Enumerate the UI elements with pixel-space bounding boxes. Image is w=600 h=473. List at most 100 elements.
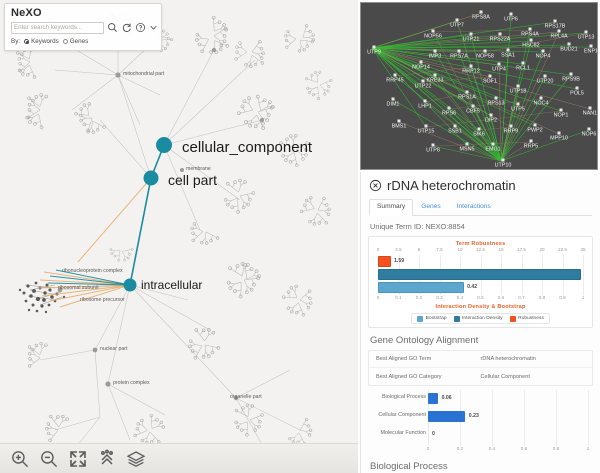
filter-row: By: Keywords Genes [11, 38, 155, 45]
gene-node-label: CBF5 [466, 109, 480, 115]
axis-tick: 0.3 [436, 295, 443, 300]
search-row [11, 21, 158, 34]
node-label-organelle-part[interactable]: organelle part [230, 394, 262, 400]
legend-label: Interaction Density [462, 316, 503, 321]
axis-tick: 2.5 [395, 247, 402, 252]
go-category-row: Cellular Component 0.23 [368, 408, 593, 426]
zoom-in-icon[interactable] [10, 449, 30, 469]
go-category-row: Molecular Function 0 [368, 426, 593, 444]
tab-summary[interactable]: Summary [369, 199, 414, 216]
node-label-cellular-component[interactable]: cellular_component [182, 139, 313, 156]
gene-node-label: EMG1 [485, 147, 500, 153]
ontology-canvas[interactable] [0, 0, 358, 473]
help-icon[interactable] [135, 21, 146, 34]
gene-node-label: SOF1 [483, 79, 497, 85]
bar-value-label: 0.23 [468, 413, 479, 419]
axis-tick: 0.8 [552, 446, 560, 451]
chart-legend: Bootstrap Interaction Density Robustness [411, 313, 550, 324]
search-icon[interactable] [107, 21, 118, 34]
zoom-out-icon[interactable] [39, 449, 59, 469]
fit-screen-icon[interactable] [68, 449, 88, 469]
detail-header: rDNA heterochromatin [361, 172, 600, 195]
unique-term-id: Unique Term ID: NEXO:8854 [370, 222, 465, 231]
tab-genes[interactable]: Genes [421, 203, 441, 210]
go-category-row: Biological Process 0.06 [368, 390, 593, 408]
gene-node-label: RPL4A [550, 34, 567, 40]
bar-bootstrap [378, 282, 465, 293]
radio-genes[interactable]: Genes [62, 38, 88, 45]
node-label-ribosomal-subunit[interactable]: ribosomal subunit [58, 285, 99, 291]
search-input[interactable] [11, 21, 104, 34]
node-label-mitochondrial-part[interactable]: mitochondrial part [123, 71, 165, 77]
axis-tick: 12.5 [476, 247, 485, 252]
gene-node-label: NOC4 [534, 101, 549, 107]
node-label-cell-part[interactable]: cell part [168, 172, 218, 188]
chevron-down-icon[interactable] [149, 21, 158, 34]
ontology-network-panel[interactable]: cellular_component cell part intracellul… [0, 0, 358, 473]
gene-node-label: RPS17B [545, 24, 566, 30]
bar-biological-process [428, 393, 438, 404]
gene-node-label: RPS13 [487, 101, 504, 107]
ontology-graph-svg [15, 12, 335, 456]
radio-keywords[interactable]: Keywords [24, 38, 59, 45]
gene-node-label: RCL1 [516, 66, 530, 72]
legend-item: Interaction Density [453, 315, 503, 322]
gridline [492, 390, 493, 446]
go-category-label: Cellular Component [378, 412, 426, 418]
gene-node-label: UTP5 [511, 107, 525, 113]
node-label-protein-complex[interactable]: protein complex [113, 380, 150, 386]
gene-node-label: SSA1 [501, 53, 515, 59]
legend-item: Bootstrap [417, 315, 447, 322]
gene-node-label: POL5 [570, 91, 584, 97]
radio-dot-keywords [24, 39, 30, 44]
gene-node-label: NAN1 [583, 111, 597, 117]
gene-node-label: ENP1 [584, 49, 598, 55]
axis-tick: 0 [376, 247, 380, 252]
search-card: NeXO [4, 3, 162, 51]
gene-node-label: DIM1 [387, 102, 400, 108]
axis-tick: 17.5 [517, 247, 526, 252]
axis-tick: 10 [457, 247, 463, 252]
axis-tick: 0.4 [456, 295, 464, 300]
node-label-intracellular[interactable]: intracellular [141, 278, 203, 292]
app-title: NeXO [11, 7, 42, 19]
refresh-icon[interactable] [121, 21, 132, 34]
gene-node-label: UTP7 [450, 23, 464, 29]
gene-node-label: RRP12 [462, 69, 479, 75]
filter-by-label: By: [11, 38, 21, 45]
collapse-icon[interactable] [97, 449, 117, 469]
robustness-chart-card: Term Robustness 0 2.5 5 7.5 10 12.5 15 17.5 20 22… [368, 236, 593, 328]
node-label-ribosome-precursor[interactable]: ribosome precursor [80, 297, 125, 303]
go-category-chart: Biological Process 0.06 Cellular Component… [368, 390, 593, 454]
table-row: Best Aligned GO Category Cellular Compon… [369, 368, 592, 385]
axis-tick: 0.7 [518, 295, 525, 300]
gene-node-label: UTP21 [463, 37, 480, 43]
node-label-nuclear-part[interactable]: nuclear part [100, 346, 128, 352]
term-detail-panel: rDNA heterochromatin Summary Genes Inter… [360, 172, 600, 473]
gene-node-label: NOP58 [476, 54, 494, 60]
go-category-label: Biological Process [381, 394, 426, 400]
gene-node-label: RRP45 [386, 78, 403, 84]
gene-interaction-network[interactable]: UTP9 RPS8A UTP6 UTP7 RPS17B NOP56 UTP21 RPS22A R… [360, 2, 598, 170]
layers-icon[interactable] [126, 449, 146, 469]
close-circle-icon[interactable] [369, 179, 382, 192]
tab-interactions[interactable]: Interactions [456, 203, 491, 210]
chart-xlabel: Interaction Density & Bootstrap [435, 304, 526, 310]
legend-label: Robustness [518, 316, 544, 321]
axis-tick: 0.1 [395, 295, 402, 300]
legend-swatch [509, 315, 516, 322]
radio-dot-genes [62, 39, 68, 44]
gene-node-label: RPS7A [450, 54, 468, 60]
gene-network-svg: UTP9 RPS8A UTP6 UTP7 RPS17B NOP56 UTP21 RPS22A R… [361, 3, 598, 169]
node-label-ribonucleoprotein-complex[interactable]: ribonucleoprotein complex [62, 268, 123, 274]
axis-tick: 20 [539, 247, 545, 252]
gene-node-label: UTP6 [504, 17, 518, 23]
legend-swatch [453, 315, 460, 322]
node-label-membrane[interactable]: membrane [186, 166, 211, 172]
axis-tick: 1 [586, 446, 590, 451]
section-title-go-alignment: Gene Ontology Alignment [370, 335, 479, 346]
axis-tick: 15 [498, 247, 504, 252]
gene-node-label: RPS22A [490, 37, 511, 43]
gridline [556, 390, 557, 446]
